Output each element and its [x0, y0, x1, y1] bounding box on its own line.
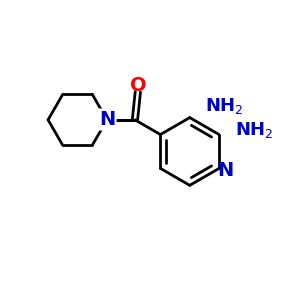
Text: NH$_2$: NH$_2$ — [235, 120, 274, 140]
Text: O: O — [130, 76, 146, 95]
Text: N: N — [218, 161, 234, 180]
Text: N: N — [99, 110, 115, 129]
Text: NH$_2$: NH$_2$ — [205, 96, 244, 116]
